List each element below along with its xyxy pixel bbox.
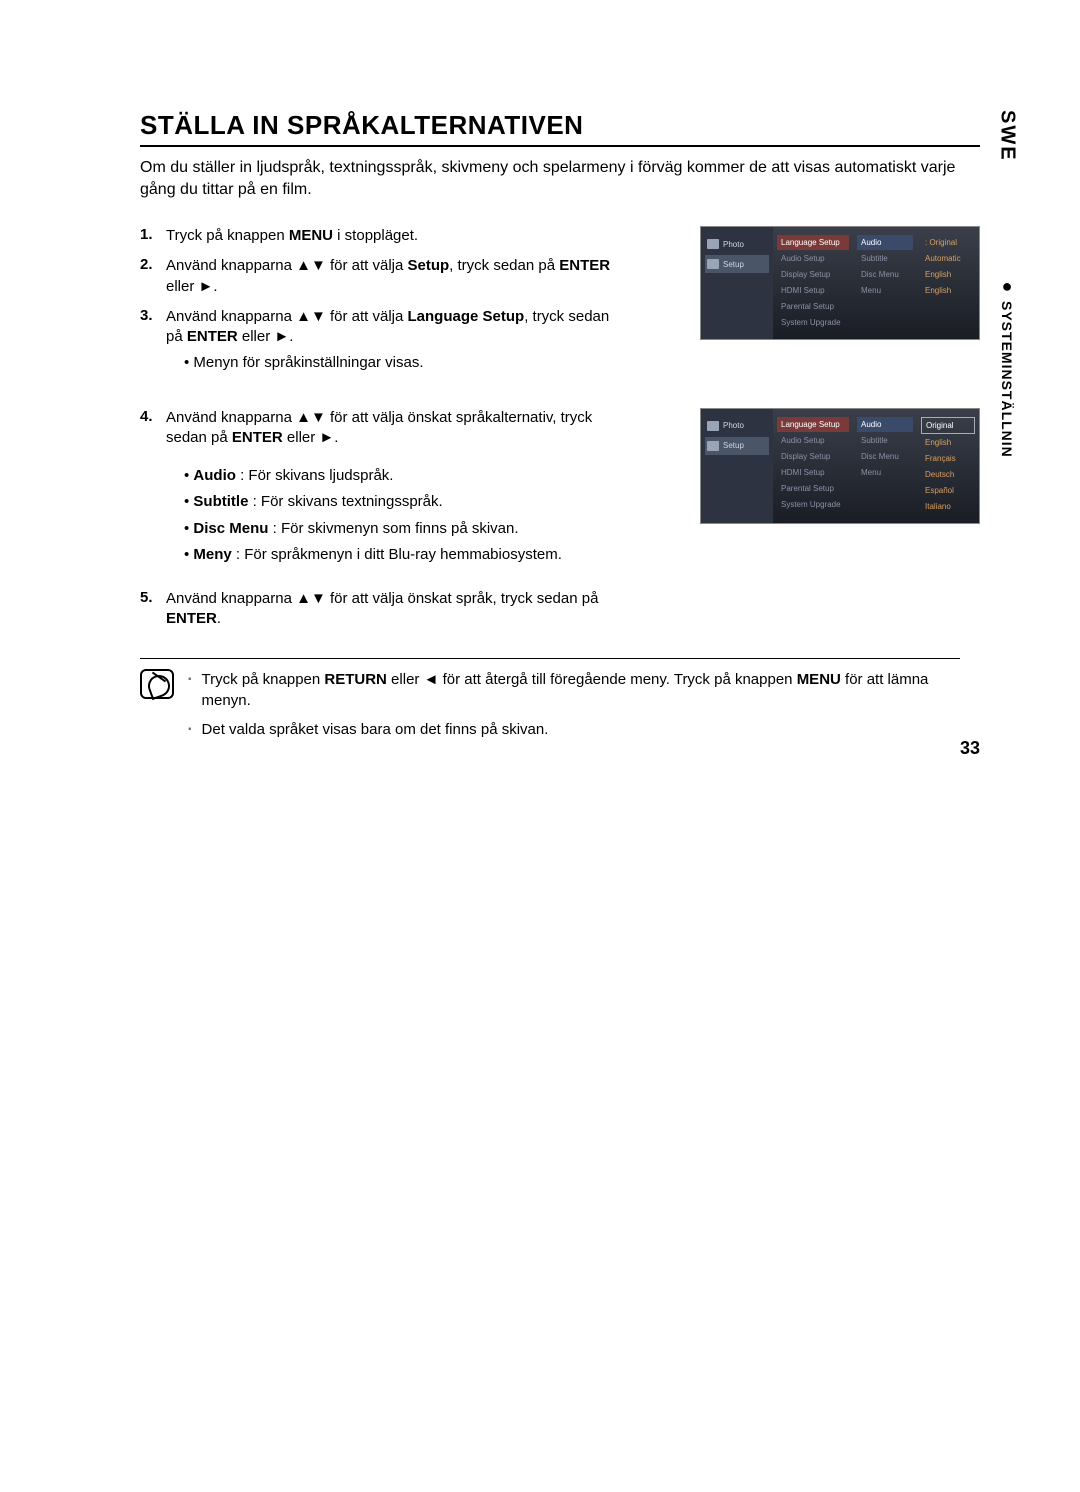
note-block: Tryck på knappen RETURN eller ◄ för att … bbox=[140, 658, 960, 749]
note-2: Det valda språket visas bara om det finn… bbox=[188, 719, 960, 741]
side-tab: SWE ● SYSTEMINSTÄLLNIN bbox=[994, 110, 1020, 462]
step-4: 4. Använd knapparna ▲▼ för att välja öns… bbox=[140, 408, 620, 572]
step-3-sub: Menyn för språkinställningar visas. bbox=[184, 353, 620, 373]
step-5: 5. Använd knapparna ▲▼ för att välja öns… bbox=[140, 589, 620, 630]
step-1: 1. Tryck på knappen MENU i stoppläget. bbox=[140, 226, 620, 246]
page-number: 33 bbox=[960, 738, 980, 759]
setup-icon bbox=[707, 441, 719, 451]
intro-text: Om du ställer in ljudspråk, textningsspr… bbox=[140, 157, 960, 200]
side-lang: SWE bbox=[996, 110, 1019, 162]
setup-icon bbox=[707, 259, 719, 269]
photo-icon bbox=[707, 421, 719, 431]
page-title: STÄLLA IN SPRÅKALTERNATIVEN bbox=[140, 110, 980, 147]
screenshot-2: Photo Setup Language Setup Audio Setup D… bbox=[700, 408, 980, 524]
step-2: 2. Använd knapparna ▲▼ för att välja Set… bbox=[140, 256, 620, 297]
step-3: 3. Använd knapparna ▲▼ för att välja Lan… bbox=[140, 307, 620, 380]
side-section: SYSTEMINSTÄLLNIN bbox=[999, 301, 1015, 458]
step-4-discmenu: Disc Menu : För skivmenyn som finns på s… bbox=[184, 519, 620, 539]
screenshot-1: Photo Setup Language Setup Audio Setup D… bbox=[700, 226, 980, 340]
note-1: Tryck på knappen RETURN eller ◄ för att … bbox=[188, 669, 960, 711]
side-bullet: ● bbox=[994, 277, 1020, 295]
photo-icon bbox=[707, 239, 719, 249]
step-4-subtitle: Subtitle : För skivans textningsspråk. bbox=[184, 492, 620, 512]
step-4-audio: Audio : För skivans ljudspråk. bbox=[184, 466, 620, 486]
step-4-meny: Meny : För språkmenyn i ditt Blu-ray hem… bbox=[184, 545, 620, 565]
note-icon bbox=[140, 669, 174, 699]
